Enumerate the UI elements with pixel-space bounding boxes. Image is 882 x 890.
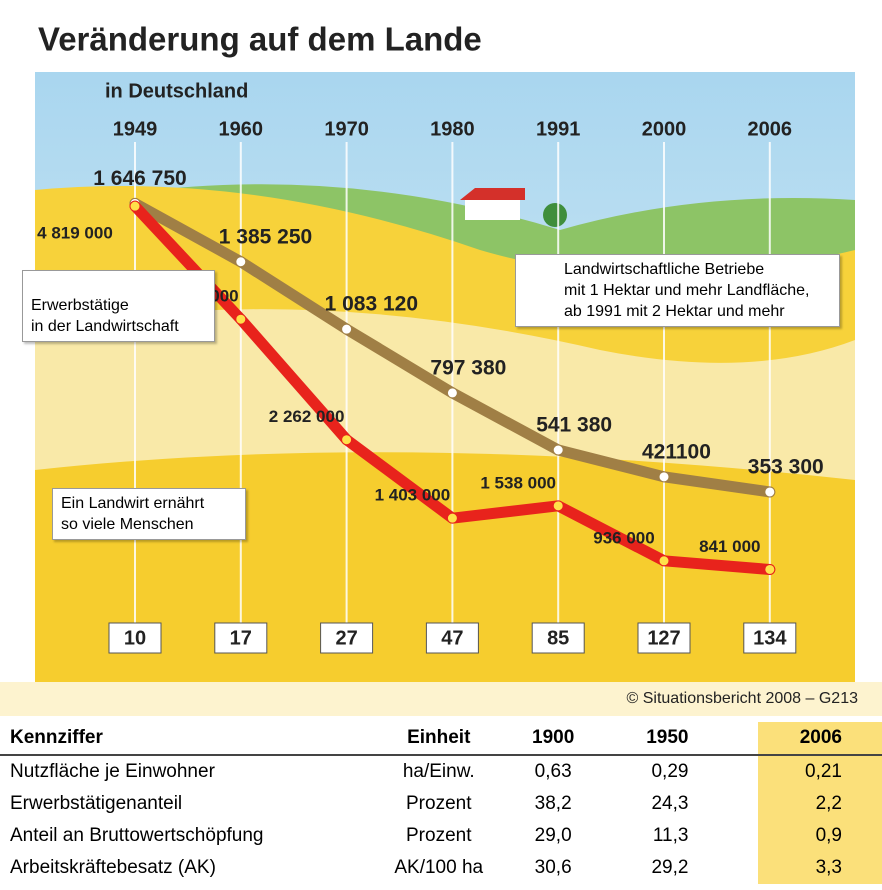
table-cell: 0,21 <box>758 755 882 788</box>
x-tick-label: 1960 <box>219 118 264 140</box>
table-cell: Nutzfläche je Einwohner <box>10 761 215 782</box>
table-cell: 0,9 <box>758 820 882 852</box>
table-header: 1900 <box>511 722 595 756</box>
table-row: Erwerbstätigenanteil Prozent 38,2 24,3 2,2 <box>0 788 882 820</box>
value-label: 2 262 000 <box>269 407 345 426</box>
table-cell: AK/100 ha <box>394 857 484 878</box>
table-cell: 0,63 <box>534 761 572 782</box>
table-cell: Prozent <box>406 793 472 814</box>
x-tick-label: 1991 <box>536 118 581 140</box>
point <box>341 323 353 335</box>
table-cell: Erwerbstätigenanteil <box>10 793 183 814</box>
point <box>129 200 141 212</box>
x-tick-label: 1970 <box>324 118 369 140</box>
point <box>235 313 247 325</box>
table-cell: 38,2 <box>534 793 572 814</box>
value-label: 936 000 <box>593 528 654 547</box>
chart-subtitle: in Deutschland <box>105 80 248 102</box>
point <box>764 563 776 575</box>
people-box <box>531 622 585 654</box>
table-row: Arbeitskräftebesatz (AK) AK/100 ha 30,6 29,… <box>0 852 882 884</box>
value-label: 353 300 <box>748 456 824 479</box>
point <box>446 387 458 399</box>
people-box <box>637 622 691 654</box>
point <box>235 256 247 268</box>
table-cell: 11,3 <box>652 825 689 846</box>
value-label: 1 385 250 <box>219 225 312 248</box>
people-count: 85 <box>547 627 569 649</box>
point <box>552 500 564 512</box>
table-cell: 29,2 <box>651 857 689 878</box>
point <box>658 471 670 483</box>
people-box <box>425 622 479 654</box>
table-header: Einheit <box>365 722 512 756</box>
table-cell: 2,2 <box>758 788 882 820</box>
people-box <box>108 622 162 654</box>
people-box <box>214 622 268 654</box>
source: © Situationsbericht 2008 – G213 <box>627 690 859 707</box>
people-count: 17 <box>230 627 252 649</box>
people-count: 127 <box>647 627 680 649</box>
house <box>465 198 520 220</box>
people-count: 134 <box>753 627 787 649</box>
table-cell: 29,0 <box>534 825 572 846</box>
point <box>341 434 353 446</box>
value-label: 841 000 <box>699 537 760 556</box>
point <box>764 486 776 498</box>
point <box>552 444 564 456</box>
value-label: 1 646 750 <box>93 167 186 190</box>
source-band <box>0 682 882 716</box>
table-cell: 30,6 <box>534 857 572 878</box>
tree <box>543 203 567 227</box>
legend-farms: Landwirtschaftliche Betriebe mit 1 Hekta… <box>515 254 840 327</box>
table-header: 1950 <box>594 722 759 756</box>
table-cell: ha/Einw. <box>402 761 475 782</box>
table-row: Anteil an Bruttowertschöpfung Prozent 29,0… <box>0 820 882 852</box>
value-label: 1 083 120 <box>325 293 418 316</box>
table-cell: Arbeitskräftebesatz (AK) <box>10 857 216 878</box>
value-label: 4 819 000 <box>37 224 113 243</box>
table-cell: Anteil an Bruttowertschöpfung <box>10 825 264 846</box>
chart: Veränderung auf dem Lande in Deutschland… <box>0 21 882 716</box>
value-label: 797 380 <box>430 356 506 379</box>
x-tick-label: 1980 <box>430 118 475 140</box>
point <box>658 555 670 567</box>
x-tick-label: 1949 <box>113 118 158 140</box>
value-label: 541 380 <box>536 414 612 437</box>
people-count: 47 <box>441 627 463 649</box>
people-box <box>320 622 374 654</box>
table-cell: 0,29 <box>651 761 689 782</box>
value-label: 1 538 000 <box>480 473 556 492</box>
value-label: 1 403 000 <box>375 486 451 505</box>
x-tick-label: 2000 <box>642 118 687 140</box>
value-label: 421100 <box>642 440 711 463</box>
table-cell: Prozent <box>406 825 472 846</box>
table-cell: 24,3 <box>651 793 689 814</box>
people-count: 10 <box>124 627 146 649</box>
table-header: Kennziffer <box>0 722 366 756</box>
table-header: 2006 <box>758 722 882 756</box>
people-box <box>743 622 797 654</box>
roof <box>460 188 525 200</box>
people-count: 27 <box>335 627 357 649</box>
table-row: Nutzfläche je Einwohner ha/Einw. 0,63 0,29 0… <box>0 755 882 788</box>
chart-title: Veränderung auf dem Lande <box>38 21 482 58</box>
table-cell: 3,3 <box>758 852 882 884</box>
legend-workers: Erwerbstätige in der Landwirtschaft <box>22 270 215 342</box>
point <box>446 512 458 524</box>
x-tick-label: 2006 <box>748 118 793 140</box>
data-table: Kennziffer Einheit 1900 1950 2006 Nutzfläche … <box>0 722 882 884</box>
people-label: Ein Landwirt ernährt so viele Menschen <box>52 488 246 540</box>
